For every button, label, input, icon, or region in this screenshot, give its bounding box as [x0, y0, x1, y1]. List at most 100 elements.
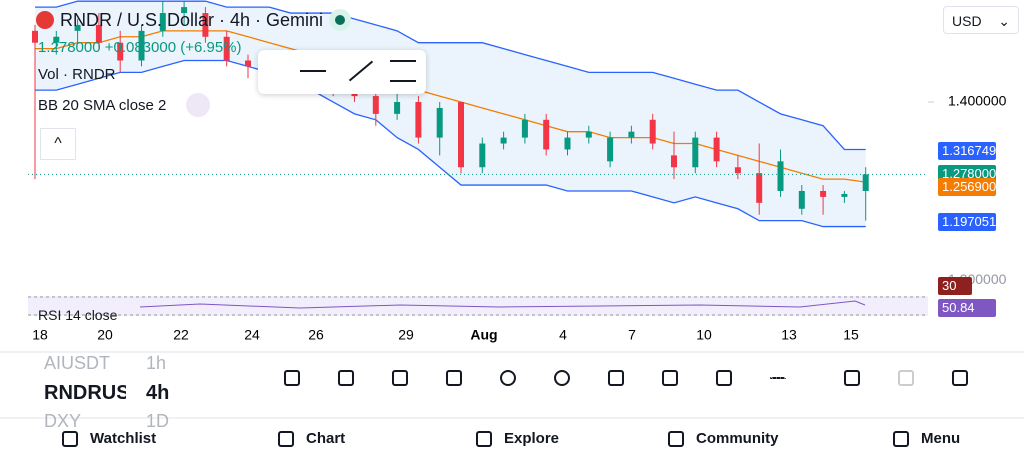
plot: 1.400000 18 20 22 24 26 29 Aug 4 7 10 13 15: [28, 0, 1007, 343]
rsi-level: 30: [938, 277, 972, 295]
symbol[interactable]: DXY: [44, 411, 82, 431]
candle-body: [671, 155, 677, 168]
x-tick-label: 22: [173, 327, 189, 343]
x-tick-label: 26: [308, 327, 324, 343]
nav-icon: [893, 430, 909, 447]
candle-body: [692, 137, 699, 168]
candle-body: [372, 96, 379, 114]
redo: [898, 370, 914, 386]
rsi-pane: [28, 296, 928, 316]
interval[interactable]: 1D: [146, 411, 170, 431]
x-tick-label: 18: [32, 327, 48, 343]
rsi-legend: RSI 14 close: [38, 307, 118, 323]
candle-body: [521, 119, 528, 138]
tool-trend[interactable]: [348, 60, 374, 82]
toolbar: [284, 370, 968, 386]
candle-body: [798, 190, 805, 209]
candle-body: [820, 190, 827, 197]
candle-body: [74, 24, 81, 31]
band-fill: [35, 1, 866, 227]
candle-body: [159, 13, 166, 31]
nav-item[interactable]: Community: [668, 430, 779, 447]
x-tick-label: 15: [843, 327, 859, 343]
nav-icon: [278, 430, 294, 447]
price-label: 1.197051: [938, 213, 996, 232]
tool[interactable]: [392, 370, 408, 386]
nav-icon: [668, 430, 684, 447]
nav-item[interactable]: Explore: [476, 430, 559, 447]
candle-body: [32, 30, 38, 43]
interval[interactable]: 4h: [146, 382, 170, 404]
title-row: RNDR / U.S. Dollar · 4h · Gemini: [36, 9, 352, 31]
nav-label: Community: [696, 430, 779, 447]
candle-body: [245, 60, 251, 67]
tool-fib[interactable]: [390, 60, 416, 82]
symbol[interactable]: AIUSDT: [44, 353, 111, 373]
candle-body: [862, 174, 869, 191]
x-tick-label: 13: [781, 327, 797, 343]
symbol[interactable]: RNDRUS: [44, 382, 126, 404]
candle-body: [713, 137, 720, 162]
tool[interactable]: [554, 370, 570, 386]
candle-body: [117, 42, 124, 61]
volume-legend: Vol · RNDR: [38, 66, 116, 83]
x-tick-label: 20: [97, 327, 113, 343]
candle-body: [138, 30, 145, 61]
x-tick-label: 29: [398, 327, 414, 343]
candle-body: [543, 119, 550, 150]
tool[interactable]: [770, 377, 786, 379]
drawing-toolbar: [258, 50, 426, 94]
tool-line[interactable]: [300, 70, 326, 72]
price-label: 1.316749: [938, 142, 996, 161]
candle-body: [415, 102, 422, 138]
candle-body: [585, 131, 592, 138]
currency-select[interactable]: USD ⌄: [943, 6, 1019, 34]
y-tick-label: 1.400000: [948, 93, 1007, 109]
collapse-button[interactable]: ^: [40, 128, 76, 160]
nav-label: Menu: [921, 430, 961, 447]
nav-item[interactable]: Chart: [278, 430, 345, 447]
tool[interactable]: [446, 370, 462, 386]
nav-icon: [62, 430, 78, 447]
interval[interactable]: 1h: [146, 353, 167, 373]
candle-body: [628, 131, 635, 138]
nav-item[interactable]: Menu: [893, 430, 960, 447]
nav-label: Explore: [504, 430, 560, 447]
currency: USD: [952, 13, 982, 29]
candle-body: [479, 143, 486, 168]
nav-icon: [476, 430, 492, 447]
logo: [36, 11, 54, 29]
x-tick-label: 10: [696, 327, 712, 343]
bb-basis: [35, 30, 866, 183]
tool[interactable]: [716, 370, 732, 386]
title: RNDR / U.S. Dollar · 4h · Gemini: [60, 9, 324, 30]
tool[interactable]: [662, 370, 678, 386]
rsi-line: [139, 300, 866, 309]
candle-body: [841, 193, 848, 197]
bb-legend: BB 20 SMA close 2: [38, 97, 167, 114]
nav-label: Chart: [306, 430, 346, 447]
candle-body: [394, 102, 401, 114]
candle-body: [202, 13, 209, 37]
status: [329, 9, 352, 31]
tool[interactable]: [608, 370, 624, 386]
x-tick-label: 4: [559, 327, 567, 343]
x-tick-label: Aug: [470, 327, 497, 343]
tool[interactable]: [500, 370, 516, 386]
candle-body: [777, 161, 784, 191]
bb-upper: [35, 0, 866, 151]
candle-body: [95, 24, 102, 43]
candle-body: [181, 7, 188, 14]
quote: 1.278000 +0.083000 (+6.95%): [38, 39, 242, 56]
rsi-value: 50.84: [938, 299, 996, 317]
candle-body: [53, 36, 60, 43]
indicator-toggle[interactable]: [186, 93, 210, 117]
tool[interactable]: [284, 370, 300, 386]
nav-item[interactable]: Watchlist: [62, 430, 156, 447]
price-label: 1.256900: [938, 177, 996, 196]
tool[interactable]: [338, 370, 354, 386]
fullscreen[interactable]: [952, 370, 968, 386]
undo[interactable]: [844, 370, 860, 386]
